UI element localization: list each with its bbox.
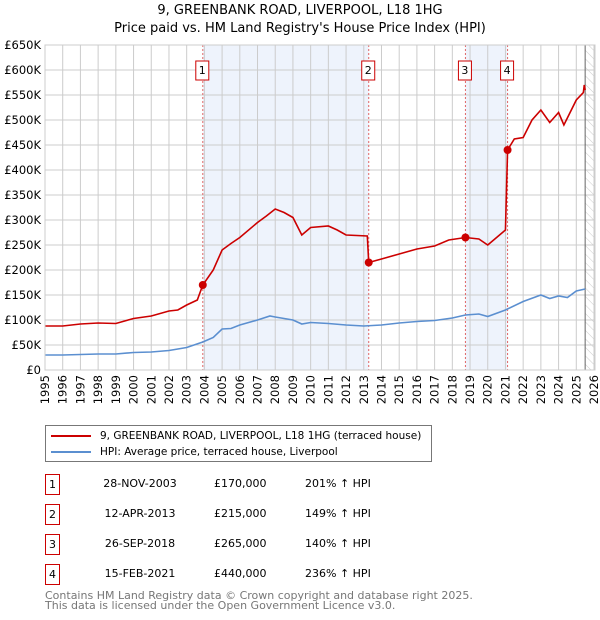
sale-marker-box xyxy=(457,60,472,81)
y-tick-label: £400K xyxy=(4,163,41,177)
y-tick-label: £50K xyxy=(12,338,42,352)
sale-marker-box xyxy=(195,60,210,81)
y-tick-label: £550K xyxy=(4,88,41,102)
x-tick-label: 2001 xyxy=(144,375,158,404)
y-tick-label: £500K xyxy=(4,113,41,127)
sale-point xyxy=(461,233,470,242)
x-tick-label: 2023 xyxy=(534,375,548,404)
y-tick-label: £300K xyxy=(4,213,41,227)
x-tick-label: 2021 xyxy=(498,375,512,404)
sale-point xyxy=(364,258,373,267)
x-tick-label: 2003 xyxy=(180,375,194,404)
sale-hpi-change: 236% ↑ HPI xyxy=(305,567,371,580)
series-line-hpi xyxy=(45,288,586,356)
footer-copyright: Contains HM Land Registry data © Crown c… xyxy=(45,589,473,602)
sale-price: £215,000 xyxy=(214,507,267,520)
x-tick-label: 2026 xyxy=(587,375,600,404)
legend: 9, GREENBANK ROAD, LIVERPOOL, L18 1HG (t… xyxy=(45,425,432,462)
x-tick-label: 2014 xyxy=(374,375,388,404)
x-tick-label: 2004 xyxy=(197,375,211,404)
sale-marker-badge: 4 xyxy=(45,564,60,585)
sale-marker-badge: 2 xyxy=(45,504,60,525)
x-tick-label: 2016 xyxy=(410,375,424,404)
x-tick-label: 2020 xyxy=(481,375,495,404)
y-tick-label: £350K xyxy=(4,188,41,202)
sale-date: 28-NOV-2003 xyxy=(103,477,177,490)
x-tick-label: 1997 xyxy=(73,375,87,404)
x-tick-label: 2019 xyxy=(463,375,477,404)
sale-marker-number: 1 xyxy=(199,64,206,77)
x-tick-label: 2025 xyxy=(569,375,583,404)
sale-hpi-change: 201% ↑ HPI xyxy=(305,477,371,490)
x-tick-label: 2010 xyxy=(304,375,318,404)
x-tick-label: 2012 xyxy=(339,375,353,404)
sale-marker-number: 2 xyxy=(365,64,372,77)
sale-marker-number: 3 xyxy=(461,64,468,77)
forecast-hatch xyxy=(585,45,594,370)
footer-licence: This data is licensed under the Open Gov… xyxy=(45,599,396,612)
sale-marker-badge: 1 xyxy=(45,474,60,495)
sale-marker-badge: 3 xyxy=(45,534,60,555)
sale-date: 26-SEP-2018 xyxy=(104,537,176,550)
legend-property-swatch xyxy=(51,435,91,437)
x-tick-label: 2009 xyxy=(286,375,300,404)
ownership-period-shade xyxy=(202,45,369,370)
y-tick-label: £0 xyxy=(26,363,41,377)
ownership-period-shade xyxy=(465,45,508,370)
sale-hpi-change: 149% ↑ HPI xyxy=(305,507,371,520)
plot-border xyxy=(44,44,596,371)
x-tick-label: 1996 xyxy=(56,375,70,404)
sale-hpi-change: 140% ↑ HPI xyxy=(305,537,371,550)
x-tick-label: 2000 xyxy=(127,375,141,404)
sale-marker-box xyxy=(500,60,515,81)
x-tick-label: 2024 xyxy=(552,375,566,404)
legend-hpi-label: HPI: Average price, terraced house, Live… xyxy=(100,446,338,458)
sale-marker-box xyxy=(361,60,376,81)
y-tick-label: £450K xyxy=(4,138,41,152)
x-tick-label: 2017 xyxy=(428,375,442,404)
sale-price: £170,000 xyxy=(214,477,267,490)
sale-price: £440,000 xyxy=(214,567,267,580)
y-tick-label: £600K xyxy=(4,63,41,77)
legend-hpi-swatch xyxy=(51,451,91,453)
y-tick-label: £650K xyxy=(4,38,41,52)
chart-subtitle: Price paid vs. HM Land Registry's House … xyxy=(114,21,486,36)
x-tick-label: 2011 xyxy=(321,375,335,404)
x-tick-label: 1998 xyxy=(91,375,105,404)
x-tick-label: 2022 xyxy=(516,375,530,404)
x-tick-label: 1995 xyxy=(38,375,52,404)
y-tick-label: £250K xyxy=(4,238,41,252)
x-tick-label: 2007 xyxy=(251,375,265,404)
x-tick-label: 2013 xyxy=(357,375,371,404)
x-tick-label: 1999 xyxy=(109,375,123,404)
y-tick-label: £200K xyxy=(4,263,41,277)
x-tick-label: 2002 xyxy=(162,375,176,404)
series-line-property xyxy=(45,84,586,327)
sale-price: £265,000 xyxy=(214,537,267,550)
chart-title: 9, GREENBANK ROAD, LIVERPOOL, L18 1HG xyxy=(157,3,443,18)
x-tick-label: 2008 xyxy=(268,375,282,404)
x-tick-label: 2015 xyxy=(392,375,406,404)
price-chart: £0 £50K £100K £150K £200K £250K £300K £350K £400… xyxy=(4,38,600,404)
sale-marker-number: 4 xyxy=(504,64,511,77)
x-tick-label: 2018 xyxy=(445,375,459,404)
sale-point xyxy=(198,281,207,289)
sale-point xyxy=(503,146,512,154)
y-tick-label: £100K xyxy=(4,313,41,327)
x-tick-label: 2005 xyxy=(215,375,229,404)
y-tick-label: £150K xyxy=(4,288,41,302)
legend-property-label: 9, GREENBANK ROAD, LIVERPOOL, L18 1HG (t… xyxy=(100,430,422,442)
sale-date: 15-FEB-2021 xyxy=(104,567,176,580)
sale-date: 12-APR-2013 xyxy=(104,507,176,520)
x-tick-label: 2006 xyxy=(233,375,247,404)
